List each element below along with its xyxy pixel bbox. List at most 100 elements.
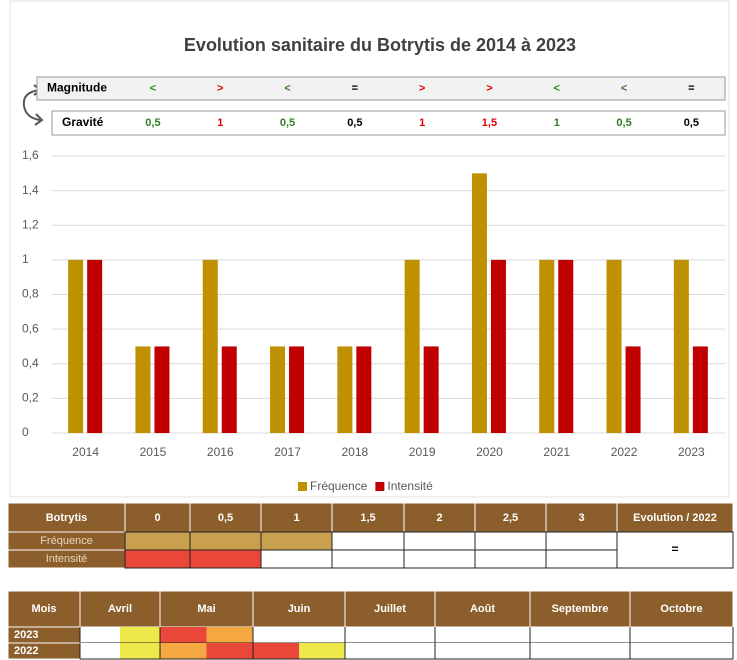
header-text: Avril — [108, 603, 132, 615]
bar — [289, 346, 305, 433]
row-label: Intensité — [46, 553, 88, 565]
period-cell — [530, 627, 580, 643]
magnitude-cell: > — [217, 82, 223, 94]
period-cell — [120, 643, 160, 659]
period-cell — [390, 643, 435, 659]
y-tick-label: 0,2 — [22, 391, 39, 405]
header-text: Evolution / 2022 — [633, 512, 717, 524]
period-cell — [253, 627, 299, 643]
period-cell — [345, 627, 390, 643]
period-cell — [299, 643, 345, 659]
period-cell — [206, 643, 253, 659]
y-tick-label: 1,6 — [22, 148, 39, 162]
header-text: 2,5 — [503, 512, 518, 524]
header-cell — [159, 590, 254, 628]
row-label: Magnitude — [47, 81, 107, 95]
legend-swatch — [298, 482, 307, 491]
period-cell — [160, 643, 207, 659]
bar — [68, 259, 84, 433]
header-text: 0 — [154, 512, 160, 524]
level-cell — [403, 549, 476, 569]
period-cell — [253, 643, 299, 659]
level-cell — [189, 549, 262, 569]
row-label: Fréquence — [40, 535, 93, 547]
period-cell — [630, 643, 682, 659]
magnitude-row — [36, 76, 726, 101]
level-cell — [189, 531, 262, 551]
header-text: 3 — [578, 512, 584, 524]
period-cell — [299, 627, 345, 643]
level-cell — [260, 549, 333, 569]
header-text: Octobre — [660, 603, 702, 615]
header-text: Septembre — [552, 603, 609, 615]
x-tick-label: 2016 — [207, 445, 234, 459]
bar — [558, 259, 574, 433]
header-text: 1 — [293, 512, 299, 524]
y-tick-label: 1,4 — [22, 183, 39, 197]
header-cell — [474, 502, 547, 533]
period-cell — [530, 643, 580, 659]
bar — [404, 259, 420, 433]
bar — [625, 346, 641, 433]
evolution-cell — [616, 531, 734, 569]
bar — [221, 346, 237, 433]
bar — [471, 173, 487, 433]
header-text: Botrytis — [46, 512, 88, 524]
period-cell — [80, 643, 120, 659]
year-label: 2022 — [14, 645, 38, 657]
magnitude-cell: 1 — [554, 117, 560, 129]
legend-label: Fréquence — [310, 479, 368, 493]
x-tick-label: 2019 — [409, 445, 436, 459]
magnitude-cell: 0,5 — [347, 117, 362, 129]
period-cell — [482, 643, 530, 659]
bar — [692, 346, 708, 433]
evolution-value: = — [671, 542, 678, 556]
header-cell — [252, 590, 346, 628]
header-text: 1,5 — [360, 512, 375, 524]
magnitude-cell: > — [419, 82, 425, 94]
bar — [154, 346, 170, 433]
header-text: 2 — [436, 512, 442, 524]
header-cell — [344, 590, 436, 628]
magnitude-cell: 1 — [419, 117, 425, 129]
x-tick-label: 2015 — [140, 445, 167, 459]
magnitude-cell: < — [284, 82, 290, 94]
bar — [490, 259, 506, 433]
header-cell — [7, 590, 81, 628]
y-tick-label: 0 — [22, 425, 29, 439]
bar — [270, 346, 286, 433]
x-tick-label: 2017 — [274, 445, 301, 459]
period-cell — [681, 643, 733, 659]
period-cell — [630, 627, 682, 643]
header-text: Août — [470, 603, 495, 615]
header-text: Juin — [288, 603, 311, 615]
magnitude-cell: 0,5 — [145, 117, 160, 129]
bar — [423, 346, 439, 433]
period-cell — [435, 643, 483, 659]
bar — [87, 259, 103, 433]
magnitude-cell: < — [554, 82, 560, 94]
level-cell — [474, 549, 547, 569]
period-cell — [160, 627, 207, 643]
level-cell — [403, 531, 476, 551]
level-cell — [474, 531, 547, 551]
header-text: Juillet — [374, 603, 406, 615]
magnitude-cell: 1 — [217, 117, 223, 129]
bar — [135, 346, 151, 433]
magnitude-cell: < — [150, 82, 156, 94]
period-cell — [482, 627, 530, 643]
chart-title: Evolution sanitaire du Botrytis de 2014 … — [184, 35, 576, 55]
header-text: 0,5 — [218, 512, 233, 524]
period-cell — [681, 627, 733, 643]
magnitude-cell: < — [621, 82, 627, 94]
magnitude-cell: = — [352, 82, 358, 94]
period-cell — [206, 627, 253, 643]
header-text: Mois — [31, 603, 56, 615]
x-tick-label: 2018 — [341, 445, 368, 459]
x-tick-label: 2014 — [72, 445, 99, 459]
period-cell — [580, 627, 630, 643]
year-label: 2023 — [14, 629, 38, 641]
y-tick-label: 0,8 — [22, 287, 39, 301]
y-tick-label: 0,6 — [22, 321, 39, 335]
